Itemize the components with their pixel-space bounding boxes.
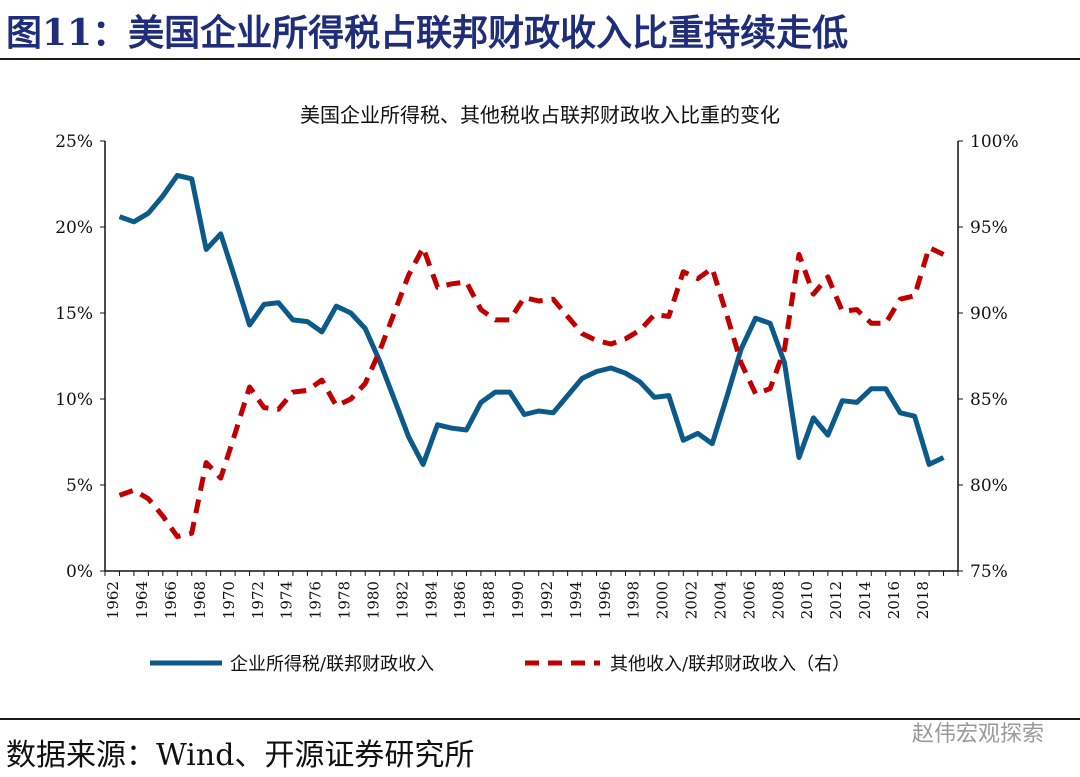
figure-title: 图11：美国企业所得税占联邦财政收入比重持续走低 [6,12,849,54]
series-line-right [118,245,945,540]
x-tick-label: 1964 [133,581,151,619]
x-tick-label: 1968 [191,581,209,619]
left-tick-label: 25% [55,132,93,152]
right-tick-label: 100% [970,132,1019,152]
x-tick-label: 1986 [451,581,469,619]
x-tick-label: 1976 [307,581,325,619]
watermark: 赵伟宏观探索 [911,722,1044,747]
x-tick-label: 1978 [336,581,354,619]
line-chart: 美国企业所得税、其他税收占联邦财政收入比重的变化 0% 75% 5% 80% 10% 85%… [55,103,1019,675]
x-tick-label: 2014 [856,581,874,619]
x-tick-label: 1972 [249,581,267,619]
x-tick-label: 1980 [364,581,382,619]
x-tick-label: 1974 [278,581,296,619]
x-tick-label: 1988 [480,581,498,619]
x-tick-label: 1994 [567,581,585,619]
x-tick-label: 1998 [625,581,643,619]
legend-label-corporate: 企业所得税/联邦财政收入 [230,654,434,675]
left-tick-label: 5% [66,476,93,496]
chart-title: 美国企业所得税、其他税收占联邦财政收入比重的变化 [300,103,780,127]
x-tick-label: 1990 [509,581,527,619]
right-tick-label: 85% [970,390,1008,410]
x-tick-label: 1982 [393,581,411,619]
figure-header: 图11：美国企业所得税占联邦财政收入比重持续走低 [0,0,1080,60]
right-tick-label: 90% [970,304,1008,324]
x-tick-label: 1984 [422,581,440,619]
left-tick-label: 0% [66,562,93,582]
legend-label-other: 其他收入/联邦财政收入（右） [610,654,850,675]
x-tick-label: 1992 [538,581,556,619]
x-tick-label: 2010 [798,581,816,619]
right-tick-label: 75% [970,562,1008,582]
footer-divider [0,718,1080,720]
x-tick-label: 2004 [711,581,729,619]
right-tick-label: 95% [970,218,1008,238]
x-tick-label: 2008 [769,581,787,619]
x-tick-label: 1962 [104,581,122,619]
left-tick-label: 15% [55,304,93,324]
x-tick-label: 1966 [162,581,180,619]
x-tick-label: 2002 [683,581,701,619]
left-tick-label: 20% [55,218,93,238]
right-tick-label: 80% [970,476,1008,496]
data-source: 数据来源：Wind、开源证券研究所 [6,738,475,773]
x-tick-label: 2018 [914,581,932,619]
x-tick-label: 2000 [654,581,672,619]
series-line-left [118,172,945,467]
x-tick-label: 2016 [885,581,903,619]
x-tick-label: 1996 [596,581,614,619]
x-tick-label: 2006 [740,581,758,619]
left-tick-label: 10% [55,390,93,410]
x-tick-label: 2012 [827,581,845,619]
x-tick-label: 1970 [220,581,238,619]
